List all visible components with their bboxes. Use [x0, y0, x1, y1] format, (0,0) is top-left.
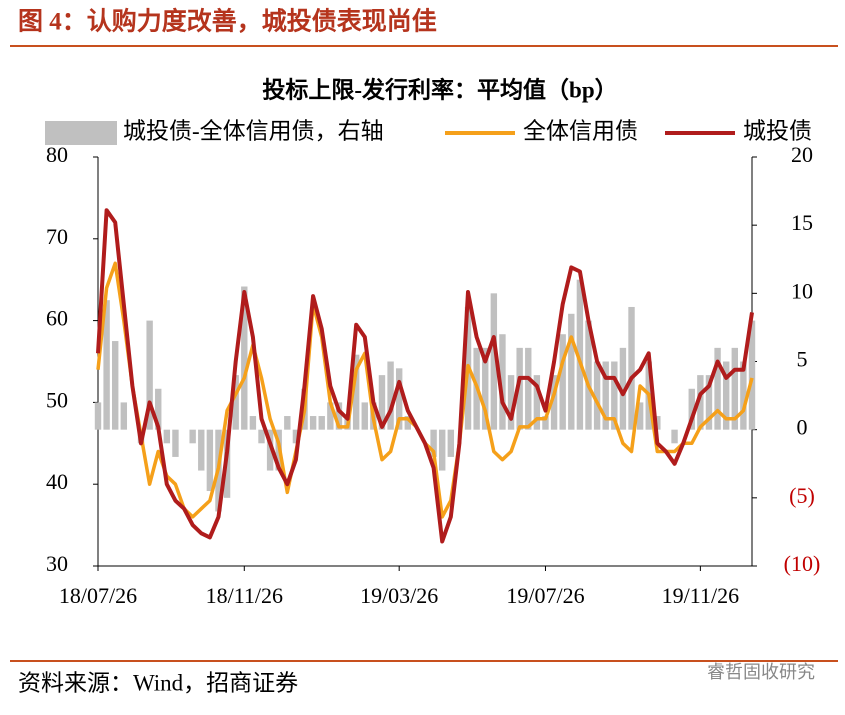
bar [292, 429, 300, 444]
x-tick-label: 18/07/26 [59, 583, 137, 608]
y2-tick-label: (10) [784, 551, 821, 576]
bar [103, 300, 110, 430]
bar [361, 402, 368, 430]
y-tick-label: 60 [46, 306, 68, 331]
bar [189, 429, 196, 444]
bar [533, 375, 541, 430]
bar [232, 375, 239, 430]
y2-tick-label: (5) [789, 483, 815, 508]
figure-title: 图 4：认购力度改善，城投债表现尚佳 [18, 7, 437, 36]
y2-tick-label: 20 [791, 142, 813, 167]
bar [602, 361, 609, 430]
bar [705, 375, 713, 430]
bar [542, 416, 549, 430]
watermark: 睿哲固收研究 [707, 662, 815, 682]
bar [585, 320, 592, 430]
legend-label: 城投债-全体信用债，右轴 [123, 118, 384, 143]
bar [395, 368, 403, 430]
bar [688, 388, 695, 430]
legend-label: 城投债 [743, 118, 812, 143]
bar [671, 429, 678, 444]
bar [559, 334, 566, 430]
bar [568, 313, 575, 430]
bar [740, 361, 747, 430]
bar [447, 429, 455, 457]
bar [335, 402, 343, 430]
bar [748, 320, 756, 430]
x-tick-label: 19/07/26 [506, 583, 584, 608]
bar [155, 388, 162, 430]
bar [516, 347, 523, 430]
x-tick-label: 18/11/26 [206, 583, 283, 608]
y2-tick-label: 10 [791, 278, 813, 303]
bar [378, 375, 386, 430]
y-tick-label: 30 [46, 551, 68, 576]
bar [387, 361, 394, 430]
chart-title: 投标上限-发行利率：平均值（bp） [262, 76, 617, 102]
bar [266, 429, 274, 471]
bar [525, 347, 532, 430]
x-tick-label: 19/03/26 [360, 583, 438, 608]
bar [714, 347, 721, 430]
bar [628, 306, 635, 430]
bar [94, 402, 102, 430]
bar [697, 375, 704, 430]
bar [576, 279, 584, 430]
bar [249, 416, 257, 430]
bar [327, 402, 334, 430]
bar [309, 416, 317, 430]
bar [430, 429, 437, 457]
y-tick-label: 70 [46, 224, 68, 249]
bar [258, 429, 265, 444]
bar [198, 429, 205, 471]
bar [318, 416, 325, 430]
y-tick-label: 80 [46, 142, 68, 167]
bar [731, 347, 738, 430]
y-tick-label: 50 [46, 387, 68, 412]
bar [611, 361, 618, 430]
legend-label: 全体信用债 [523, 118, 638, 143]
legend-swatch [45, 121, 117, 145]
bar [636, 402, 644, 430]
y2-tick-label: 5 [797, 347, 808, 372]
bar [206, 429, 214, 492]
bar [722, 361, 730, 430]
bar [163, 429, 171, 444]
bar [439, 429, 446, 471]
line-2 [96, 208, 754, 544]
y2-tick-label: 15 [791, 210, 813, 235]
bar [490, 293, 498, 430]
bar [241, 286, 248, 430]
x-tick-label: 19/11/26 [662, 583, 739, 608]
bar [619, 347, 627, 430]
bar [507, 375, 515, 430]
y-tick-label: 40 [46, 469, 68, 494]
bar [112, 341, 119, 430]
source: 资料来源：Wind，招商证券 [18, 670, 298, 695]
bar [352, 354, 360, 430]
bar [593, 361, 601, 430]
y2-tick-label: 0 [797, 415, 808, 440]
bar [404, 416, 411, 430]
bar [550, 375, 558, 430]
bar [284, 416, 291, 430]
bar [146, 320, 153, 430]
bar [120, 402, 128, 430]
bar [172, 429, 179, 457]
bar [499, 334, 506, 430]
bar [482, 347, 489, 430]
